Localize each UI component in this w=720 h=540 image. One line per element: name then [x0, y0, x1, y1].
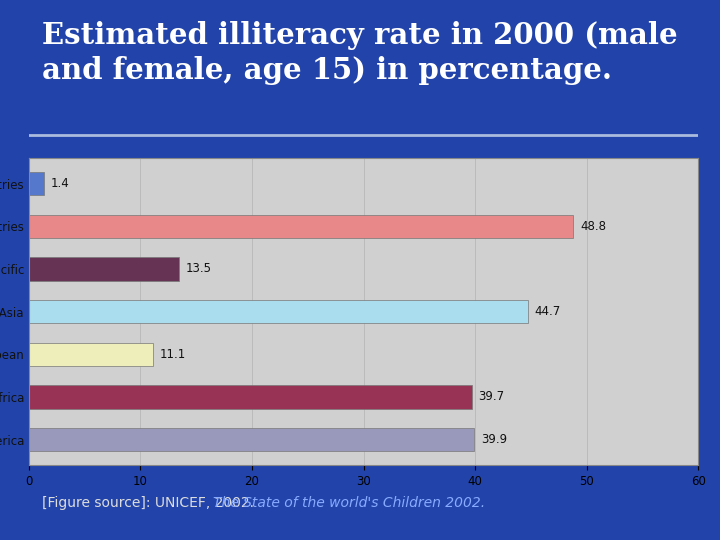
Text: The State of the world's Children 2002.: The State of the world's Children 2002.: [212, 496, 485, 510]
Bar: [29, 257, 179, 281]
Text: 44.7: 44.7: [534, 305, 561, 318]
Bar: [29, 385, 472, 409]
Bar: [29, 342, 153, 366]
Bar: [29, 172, 45, 195]
Bar: [29, 428, 474, 451]
Text: 48.8: 48.8: [580, 220, 606, 233]
Text: 39.7: 39.7: [479, 390, 505, 403]
Text: 13.5: 13.5: [186, 262, 212, 275]
Text: Estimated illiteracy rate in 2000 (male
and female, age 15) in percentage.: Estimated illiteracy rate in 2000 (male …: [42, 21, 678, 85]
Text: 39.9: 39.9: [481, 433, 507, 446]
Text: 11.1: 11.1: [159, 348, 186, 361]
Bar: [29, 214, 573, 238]
Text: 1.4: 1.4: [51, 177, 70, 190]
Text: [Figure source]: UNICEF, 2002.: [Figure source]: UNICEF, 2002.: [42, 496, 258, 510]
Bar: [29, 300, 528, 323]
